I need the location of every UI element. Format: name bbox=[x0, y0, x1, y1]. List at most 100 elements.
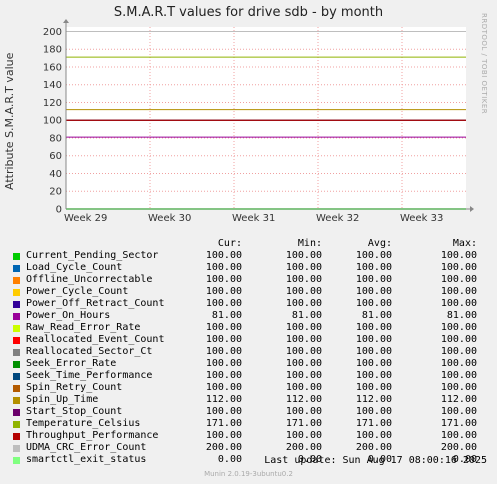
legend-value: 0.00 bbox=[217, 454, 242, 465]
legend-value: 100.00 bbox=[440, 382, 477, 393]
legend-item: Temperature_Celsius 171.00 171.00 171.00 171… bbox=[0, 418, 497, 430]
legend-swatch bbox=[13, 445, 20, 452]
legend-value: 112.00 bbox=[285, 394, 322, 405]
legend-value: 100.00 bbox=[355, 370, 392, 381]
legend-swatch bbox=[13, 373, 20, 380]
y-tick-label: 100 bbox=[43, 116, 62, 127]
col-cur: Cur: bbox=[217, 238, 242, 249]
legend-swatch bbox=[13, 337, 20, 344]
legend: Cur: Min: Avg: Max: Current_Pending_Sect… bbox=[0, 238, 497, 466]
legend-value: 100.00 bbox=[355, 430, 392, 441]
legend-label: Offline_Uncorrectable bbox=[26, 274, 153, 285]
legend-value: 100.00 bbox=[285, 346, 322, 357]
legend-value: 100.00 bbox=[355, 334, 392, 345]
legend-item: smartctl_exit_status 0.00 0.00 0.00 0.00 bbox=[0, 454, 497, 466]
legend-value: 112.00 bbox=[440, 394, 477, 405]
legend-value: 100.00 bbox=[205, 274, 242, 285]
legend-value: 100.00 bbox=[285, 250, 322, 261]
legend-value: 100.00 bbox=[205, 286, 242, 297]
legend-value: 100.00 bbox=[440, 334, 477, 345]
legend-label: smartctl_exit_status bbox=[26, 454, 147, 465]
y-tick-label: 120 bbox=[43, 98, 62, 109]
last-update: Last update: Sun Aug 17 08:00:16 2025 bbox=[264, 455, 487, 466]
legend-item: Throughput_Performance 100.00 100.00 100.00… bbox=[0, 430, 497, 442]
legend-swatch bbox=[13, 385, 20, 392]
legend-value: 200.00 bbox=[285, 442, 322, 453]
legend-item: Spin_Retry_Count 100.00 100.00 100.00 100.00 bbox=[0, 382, 497, 394]
legend-label: Spin_Up_Time bbox=[26, 394, 99, 405]
col-avg: Avg: bbox=[367, 238, 392, 249]
legend-item: Raw_Read_Error_Rate 100.00 100.00 100.00 100… bbox=[0, 322, 497, 334]
legend-value: 100.00 bbox=[205, 250, 242, 261]
legend-value: 100.00 bbox=[355, 298, 392, 309]
legend-value: 100.00 bbox=[205, 430, 242, 441]
legend-value: 100.00 bbox=[285, 322, 322, 333]
legend-value: 100.00 bbox=[355, 274, 392, 285]
legend-value: 81.00 bbox=[211, 310, 242, 321]
legend-value: 81.00 bbox=[291, 310, 322, 321]
legend-label: Spin_Retry_Count bbox=[26, 382, 123, 393]
legend-value: 100.00 bbox=[205, 346, 242, 357]
y-tick-label: 160 bbox=[43, 62, 62, 73]
legend-item: UDMA_CRC_Error_Count 200.00 200.00 200.00 20… bbox=[0, 442, 497, 454]
y-tick-label: 60 bbox=[49, 151, 62, 162]
legend-swatch bbox=[13, 277, 20, 284]
legend-value: 100.00 bbox=[440, 346, 477, 357]
legend-value: 100.00 bbox=[285, 382, 322, 393]
legend-label: Power_Cycle_Count bbox=[26, 286, 129, 297]
legend-label: Power_On_Hours bbox=[26, 310, 111, 321]
legend-value: 100.00 bbox=[440, 430, 477, 441]
legend-value: 100.00 bbox=[440, 322, 477, 333]
y-tick-label: 40 bbox=[49, 169, 62, 180]
legend-swatch bbox=[13, 325, 20, 332]
legend-value: 0.00 bbox=[297, 454, 322, 465]
legend-label: Start_Stop_Count bbox=[26, 406, 123, 417]
legend-value: 100.00 bbox=[355, 262, 392, 273]
legend-item: Power_On_Hours 81.00 81.00 81.00 81.00 bbox=[0, 310, 497, 322]
legend-swatch bbox=[13, 349, 20, 356]
legend-value: 100.00 bbox=[285, 370, 322, 381]
legend-value: 100.00 bbox=[205, 358, 242, 369]
legend-swatch bbox=[13, 253, 20, 260]
legend-value: 100.00 bbox=[355, 250, 392, 261]
legend-value: 100.00 bbox=[355, 382, 392, 393]
legend-value: 100.00 bbox=[285, 334, 322, 345]
legend-value: 112.00 bbox=[205, 394, 242, 405]
x-axis-arrow-icon bbox=[470, 206, 474, 212]
col-max: Max: bbox=[452, 238, 477, 249]
legend-item: Seek_Time_Performance 100.00 100.00 100.00 1… bbox=[0, 370, 497, 382]
legend-label: Seek_Error_Rate bbox=[26, 358, 117, 369]
legend-item: Spin_Up_Time 112.00 112.00 112.00 112.00 bbox=[0, 394, 497, 406]
legend-value: 100.00 bbox=[205, 298, 242, 309]
x-tick-label: Week 30 bbox=[148, 213, 191, 224]
y-axis-arrow-icon bbox=[63, 19, 69, 23]
y-tick-label: 200 bbox=[43, 27, 62, 38]
x-tick-label: Week 31 bbox=[232, 213, 275, 224]
legend-value: 100.00 bbox=[205, 322, 242, 333]
legend-value: 100.00 bbox=[355, 286, 392, 297]
legend-value: 100.00 bbox=[285, 274, 322, 285]
legend-label: UDMA_CRC_Error_Count bbox=[26, 442, 147, 453]
legend-label: Seek_Time_Performance bbox=[26, 370, 153, 381]
chart-title: S.M.A.R.T values for drive sdb - by mont… bbox=[113, 5, 384, 20]
legend-swatch bbox=[13, 433, 20, 440]
legend-label: Load_Cycle_Count bbox=[26, 262, 123, 273]
legend-value: 100.00 bbox=[440, 370, 477, 381]
legend-value: 100.00 bbox=[440, 274, 477, 285]
x-tick-label: Week 29 bbox=[64, 213, 107, 224]
legend-label: Reallocated_Sector_Ct bbox=[26, 346, 153, 357]
legend-value: 0.00 bbox=[452, 454, 477, 465]
legend-item: Current_Pending_Sector 100.00 100.00 100.00… bbox=[0, 250, 497, 262]
legend-swatch bbox=[13, 421, 20, 428]
plot-area bbox=[66, 27, 466, 209]
legend-value: 112.00 bbox=[355, 394, 392, 405]
legend-value: 100.00 bbox=[285, 286, 322, 297]
legend-swatch bbox=[13, 457, 20, 464]
line-chart: 0 20 40 60 80 100 120 140 160 180 200 Week 29 Week … bbox=[43, 19, 474, 224]
legend-label: Power_Off_Retract_Count bbox=[26, 298, 165, 309]
legend-value: 171.00 bbox=[205, 418, 242, 429]
legend-value: 200.00 bbox=[205, 442, 242, 453]
legend-swatch bbox=[13, 301, 20, 308]
legend-value: 100.00 bbox=[355, 322, 392, 333]
legend-label: Temperature_Celsius bbox=[26, 418, 141, 429]
